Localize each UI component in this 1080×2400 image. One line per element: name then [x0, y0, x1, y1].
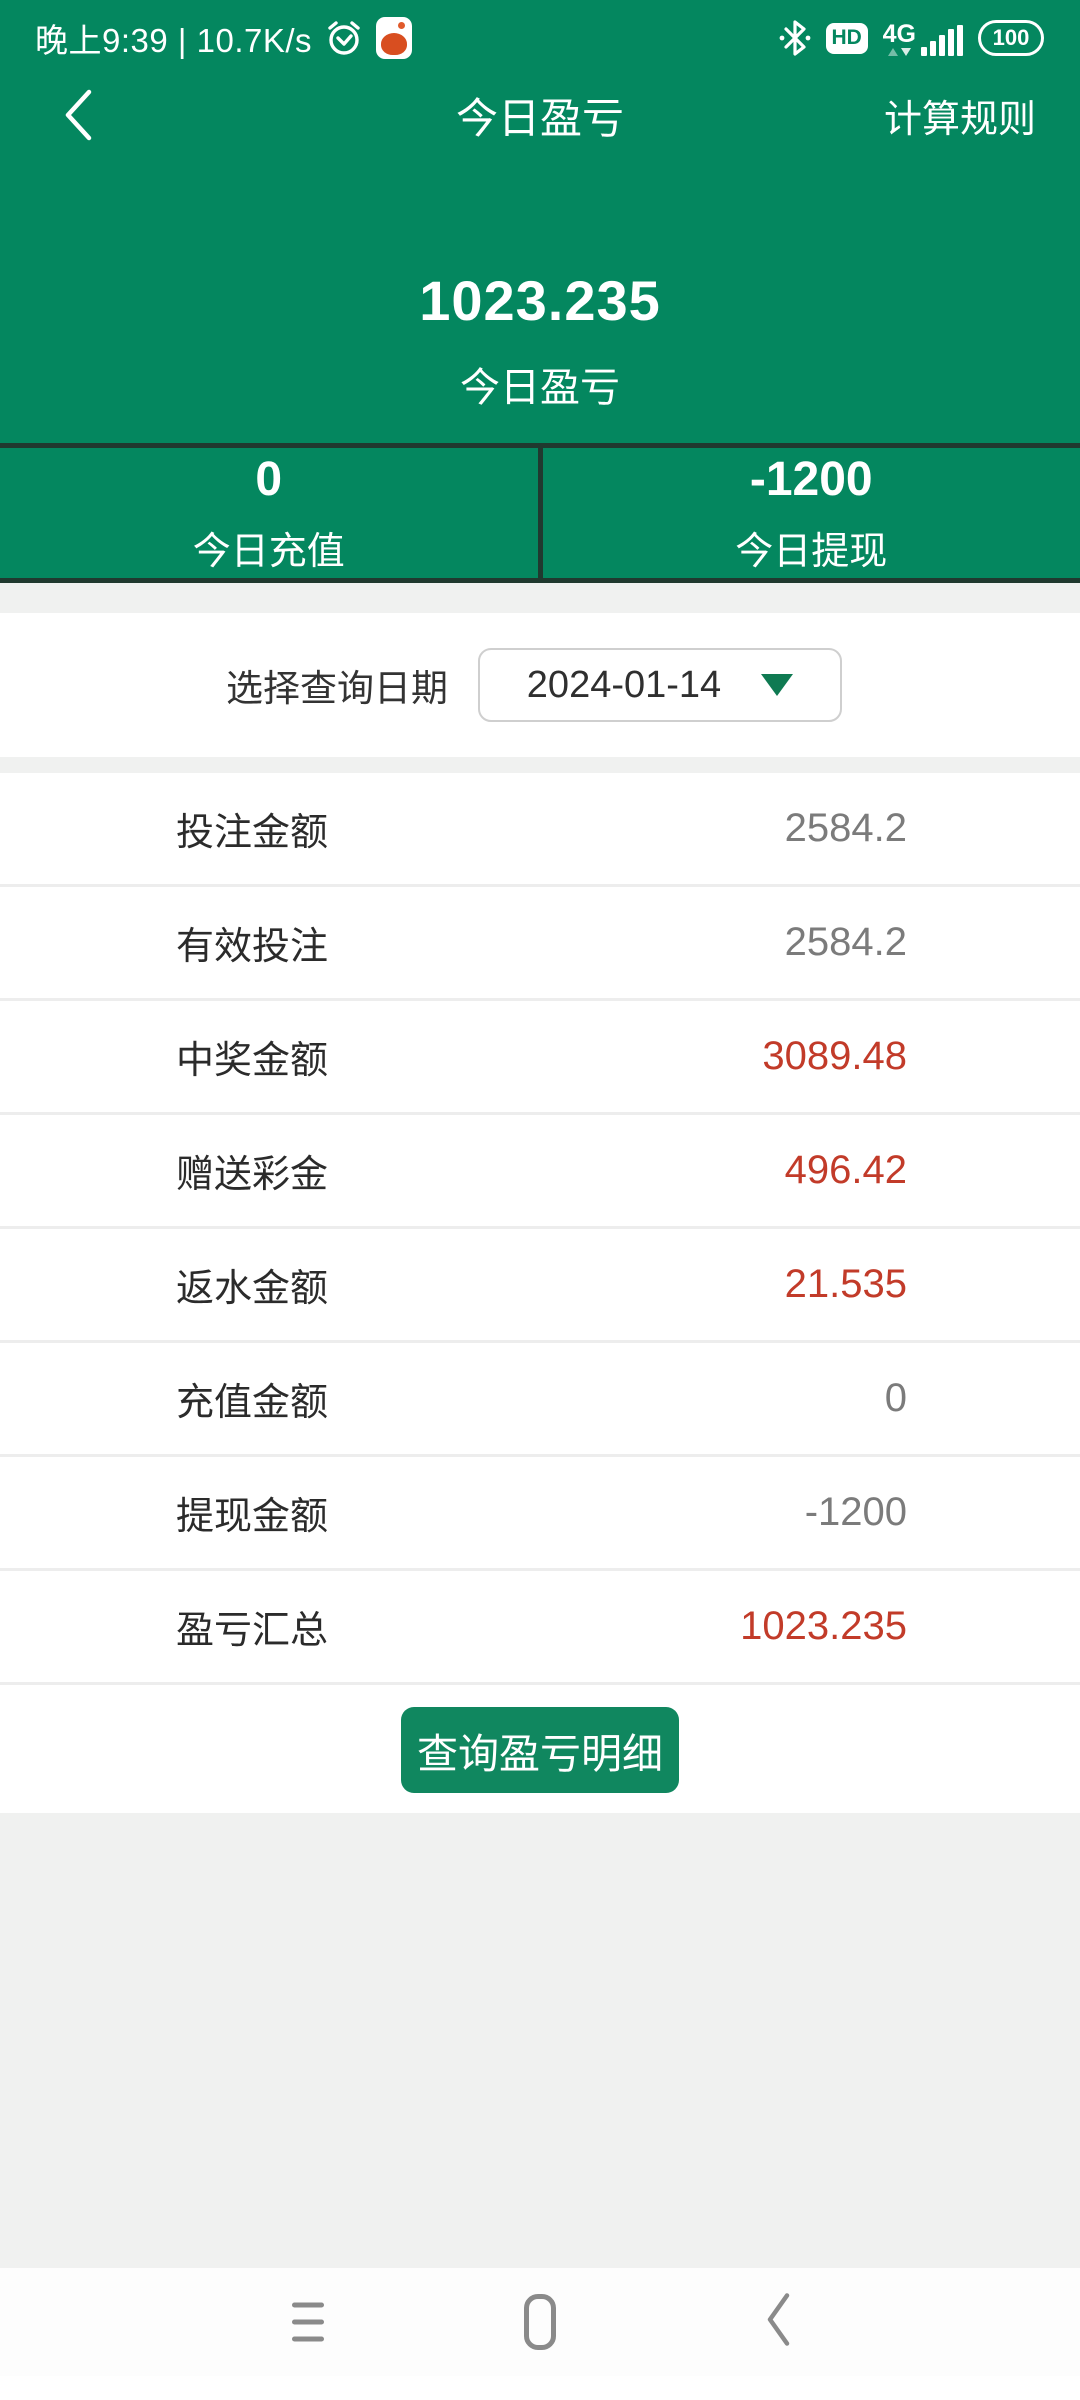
network-type-label: 4G	[882, 19, 916, 48]
today-withdraw-block: -1200 今日提现	[543, 448, 1080, 578]
app-logo-shape	[381, 33, 408, 55]
row-label: 有效投注	[176, 926, 329, 968]
row-value: 0	[884, 1376, 907, 1420]
signal-bars	[921, 24, 963, 56]
divider	[0, 443, 1080, 448]
today-withdraw-value: -1200	[749, 452, 873, 506]
table-row: 充值金额 0	[0, 1343, 1080, 1457]
battery-icon: 100	[978, 20, 1044, 56]
today-recharge-value: 0	[255, 452, 283, 506]
table-row: 投注金额 2584.2	[0, 773, 1080, 887]
date-picker-row: 选择查询日期 2024-01-14	[0, 613, 1080, 757]
today-profit-amount: 1023.235	[419, 269, 661, 332]
hd-voice-icon: HD	[825, 22, 868, 54]
calculation-rules-link[interactable]: 计算规则	[883, 98, 1036, 141]
app-bar: 今日盈亏 计算规则	[0, 70, 1080, 160]
row-value: 21.535	[784, 1262, 907, 1306]
caret-down-icon	[761, 674, 794, 696]
row-value: 496.42	[784, 1148, 907, 1192]
date-picker-label: 选择查询日期	[226, 668, 448, 709]
today-profit-label: 今日盈亏	[460, 366, 620, 410]
today-withdraw-label: 今日提现	[735, 530, 888, 573]
date-picker-value: 2024-01-14	[526, 663, 722, 706]
recents-icon[interactable]	[292, 2291, 324, 2354]
row-label: 盈亏汇总	[176, 1610, 329, 1652]
vertical-divider	[537, 448, 543, 578]
notification-dot	[398, 22, 406, 29]
table-row: 有效投注 2584.2	[0, 887, 1080, 1001]
row-label: 提现金额	[176, 1496, 329, 1538]
table-row: 盈亏汇总 1023.235	[0, 1571, 1080, 1685]
row-label: 赠送彩金	[176, 1154, 329, 1196]
row-value: 3089.48	[762, 1034, 907, 1078]
query-detail-button[interactable]: 查询盈亏明细	[401, 1707, 679, 1793]
row-value: 1023.235	[740, 1604, 907, 1648]
section-gap	[0, 583, 1080, 613]
hero-summary: 1023.235 今日盈亏	[0, 160, 1080, 443]
back-button[interactable]	[62, 84, 110, 146]
row-label: 充值金额	[176, 1382, 329, 1424]
table-row: 赠送彩金 496.42	[0, 1115, 1080, 1229]
table-row: 返水金额 21.535	[0, 1229, 1080, 1343]
section-gap	[0, 757, 1080, 773]
status-time-netspeed: 晚上9:39 | 10.7K/s	[35, 22, 313, 59]
data-activity-arrows	[887, 47, 911, 56]
today-recharge-block: 0 今日充值	[0, 448, 538, 578]
today-recharge-label: 今日充值	[192, 530, 345, 573]
chevron-left-icon	[65, 89, 92, 141]
status-right: HD 4G 100	[779, 18, 1044, 58]
status-bar: 晚上9:39 | 10.7K/s HD 4G	[0, 0, 1080, 70]
alarm-clock-icon	[328, 21, 360, 55]
table-row: 中奖金额 3089.48	[0, 1001, 1080, 1115]
nav-back-icon[interactable]	[766, 2291, 790, 2354]
row-value: -1200	[804, 1490, 907, 1534]
profit-loss-table: 投注金额 2584.2 有效投注 2584.2 中奖金额 3089.48 赠送彩…	[0, 773, 1080, 1685]
network-type-block: 4G	[883, 21, 916, 56]
row-label: 返水金额	[176, 1268, 329, 1310]
row-label: 投注金额	[176, 812, 329, 854]
button-section: 查询盈亏明细	[0, 1685, 1080, 1813]
system-nav-bar	[0, 2268, 1080, 2376]
table-row: 提现金额 -1200	[0, 1457, 1080, 1571]
row-value: 2584.2	[784, 806, 907, 850]
date-picker-select[interactable]: 2024-01-14	[478, 648, 842, 722]
summary-row: 0 今日充值 -1200 今日提现	[0, 448, 1080, 578]
status-left: 晚上9:39 | 10.7K/s	[35, 14, 413, 62]
bluetooth-icon	[779, 20, 811, 56]
divider	[0, 578, 1080, 583]
row-value: 2584.2	[784, 920, 907, 964]
cellular-signal-icon: 4G	[883, 21, 963, 56]
home-icon[interactable]	[524, 2294, 556, 2350]
page-title: 今日盈亏	[455, 94, 624, 142]
row-label: 中奖金额	[176, 1040, 329, 1082]
empty-background	[0, 1813, 1080, 2268]
app-notification-icon	[376, 17, 413, 59]
